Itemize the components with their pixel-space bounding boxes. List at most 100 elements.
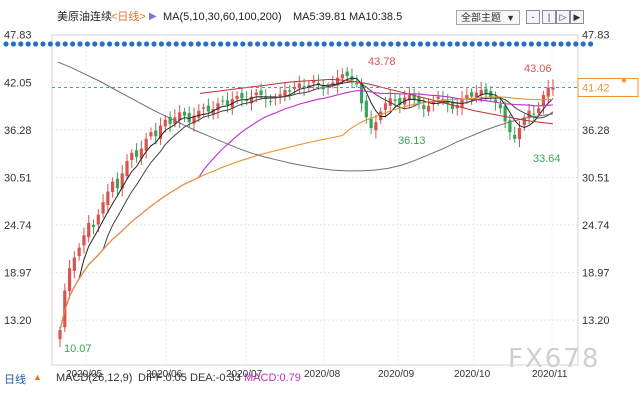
- y-tick-label-left: 47.83: [4, 30, 32, 42]
- event-dot: [469, 41, 475, 47]
- event-dot: [343, 41, 349, 47]
- y-tick-label-right: 30.51: [582, 172, 610, 184]
- event-dot: [588, 41, 594, 47]
- extreme-label-low: 33.64: [533, 153, 561, 165]
- play-icon[interactable]: ▶: [149, 11, 157, 22]
- event-dot: [440, 41, 446, 47]
- ma10-value: MA10:38.5: [349, 11, 403, 23]
- macd-value: MACD:0.79: [244, 372, 301, 384]
- candle-body: [82, 235, 86, 246]
- event-dot: [166, 41, 172, 47]
- candle-body: [422, 105, 426, 110]
- event-dot: [514, 41, 520, 47]
- candle-body: [249, 96, 254, 104]
- period-selector[interactable]: <日线>: [111, 11, 146, 23]
- event-dot: [447, 41, 453, 47]
- event-dot: [188, 41, 194, 47]
- candle-body: [144, 138, 148, 151]
- candle-body: [201, 107, 206, 109]
- candle-body: [498, 104, 502, 109]
- candle-body: [355, 83, 359, 85]
- event-dot: [121, 41, 127, 47]
- last-price-marker: [622, 78, 626, 83]
- x-tick-label: 2020/09: [378, 369, 415, 380]
- candle-body: [125, 161, 129, 177]
- ma5-value: MA5:39.81: [293, 11, 347, 23]
- event-dot: [3, 41, 9, 47]
- event-dot: [329, 41, 335, 47]
- theme-dropdown-label: 全部主题: [461, 13, 501, 24]
- event-dot: [55, 41, 61, 47]
- event-dot: [144, 41, 150, 47]
- caret-up-icon[interactable]: ▲: [33, 372, 42, 382]
- fx678-watermark: FX678: [508, 344, 601, 374]
- event-dot: [551, 41, 557, 47]
- x-tick-label: 2020/05: [66, 369, 103, 380]
- candle-body: [106, 191, 110, 206]
- candle-body: [288, 90, 292, 92]
- event-dot: [506, 41, 512, 47]
- ma-parameters: MA(5,10,30,60,100,200): [163, 11, 282, 23]
- candle-body: [91, 224, 96, 227]
- last-price-box: [577, 77, 639, 97]
- event-dot: [528, 41, 535, 47]
- dif-value: DIFF:0.05: [138, 372, 187, 384]
- candle-body: [551, 87, 555, 90]
- candle-body: [431, 100, 435, 105]
- event-dot: [454, 41, 460, 47]
- event-dot: [136, 41, 142, 47]
- play-forward-button[interactable]: ▶: [570, 10, 584, 24]
- extreme-label-low: 10.07: [64, 343, 92, 355]
- event-dot: [262, 41, 268, 47]
- extreme-label-high: 43.06: [524, 63, 552, 75]
- theme-dropdown[interactable]: 全部主题 ▼: [456, 10, 520, 25]
- event-dot: [558, 41, 564, 47]
- y-tick-label-left: 13.20: [4, 315, 32, 327]
- candle-body: [87, 222, 91, 238]
- step-forward-button[interactable]: ▷: [556, 10, 570, 24]
- x-tick-label: 2020/11: [532, 369, 568, 380]
- candle-body: [259, 90, 263, 96]
- event-dot: [536, 41, 542, 47]
- candle-body: [269, 100, 273, 102]
- event-dot: [284, 41, 290, 47]
- candle-body: [364, 100, 368, 118]
- event-dot: [306, 41, 312, 47]
- candle-body: [407, 95, 412, 101]
- x-tick-label: 2020/07: [226, 369, 263, 380]
- zoom-out-button[interactable]: -: [526, 10, 540, 24]
- candle-body: [340, 74, 344, 79]
- candle-body: [192, 115, 196, 124]
- candle-body: [225, 100, 230, 105]
- macd-parameters: MACD(26,12,9): [56, 372, 133, 384]
- y-tick-label-right: 13.20: [582, 315, 610, 327]
- candle-body: [383, 103, 388, 110]
- crosshair-button[interactable]: |: [542, 10, 556, 24]
- event-dot: [292, 41, 298, 47]
- y-tick-label-left: 42.05: [4, 77, 32, 89]
- event-dot: [521, 41, 527, 47]
- event-dot: [573, 41, 579, 47]
- candle-body: [101, 202, 105, 214]
- candle-body: [513, 134, 517, 139]
- event-dot: [77, 41, 83, 47]
- ma60-line: [59, 96, 554, 331]
- event-dot: [203, 41, 209, 47]
- event-dot: [425, 41, 431, 47]
- candle-body: [436, 96, 440, 99]
- event-dot: [195, 41, 201, 47]
- candle-body: [130, 152, 134, 160]
- candle-body: [412, 94, 416, 100]
- ma200-line: [57, 61, 554, 172]
- indicator-period-tab[interactable]: 日线: [4, 374, 26, 386]
- candle-body: [474, 92, 479, 98]
- event-dot: [40, 41, 46, 47]
- candle-body: [115, 178, 120, 189]
- candle-body: [206, 105, 210, 112]
- event-dot: [269, 41, 275, 47]
- y-tick-label-left: 24.74: [4, 220, 32, 232]
- symbol-title: 美原油连续: [57, 11, 112, 23]
- event-dot: [388, 41, 394, 47]
- event-dot: [462, 41, 468, 47]
